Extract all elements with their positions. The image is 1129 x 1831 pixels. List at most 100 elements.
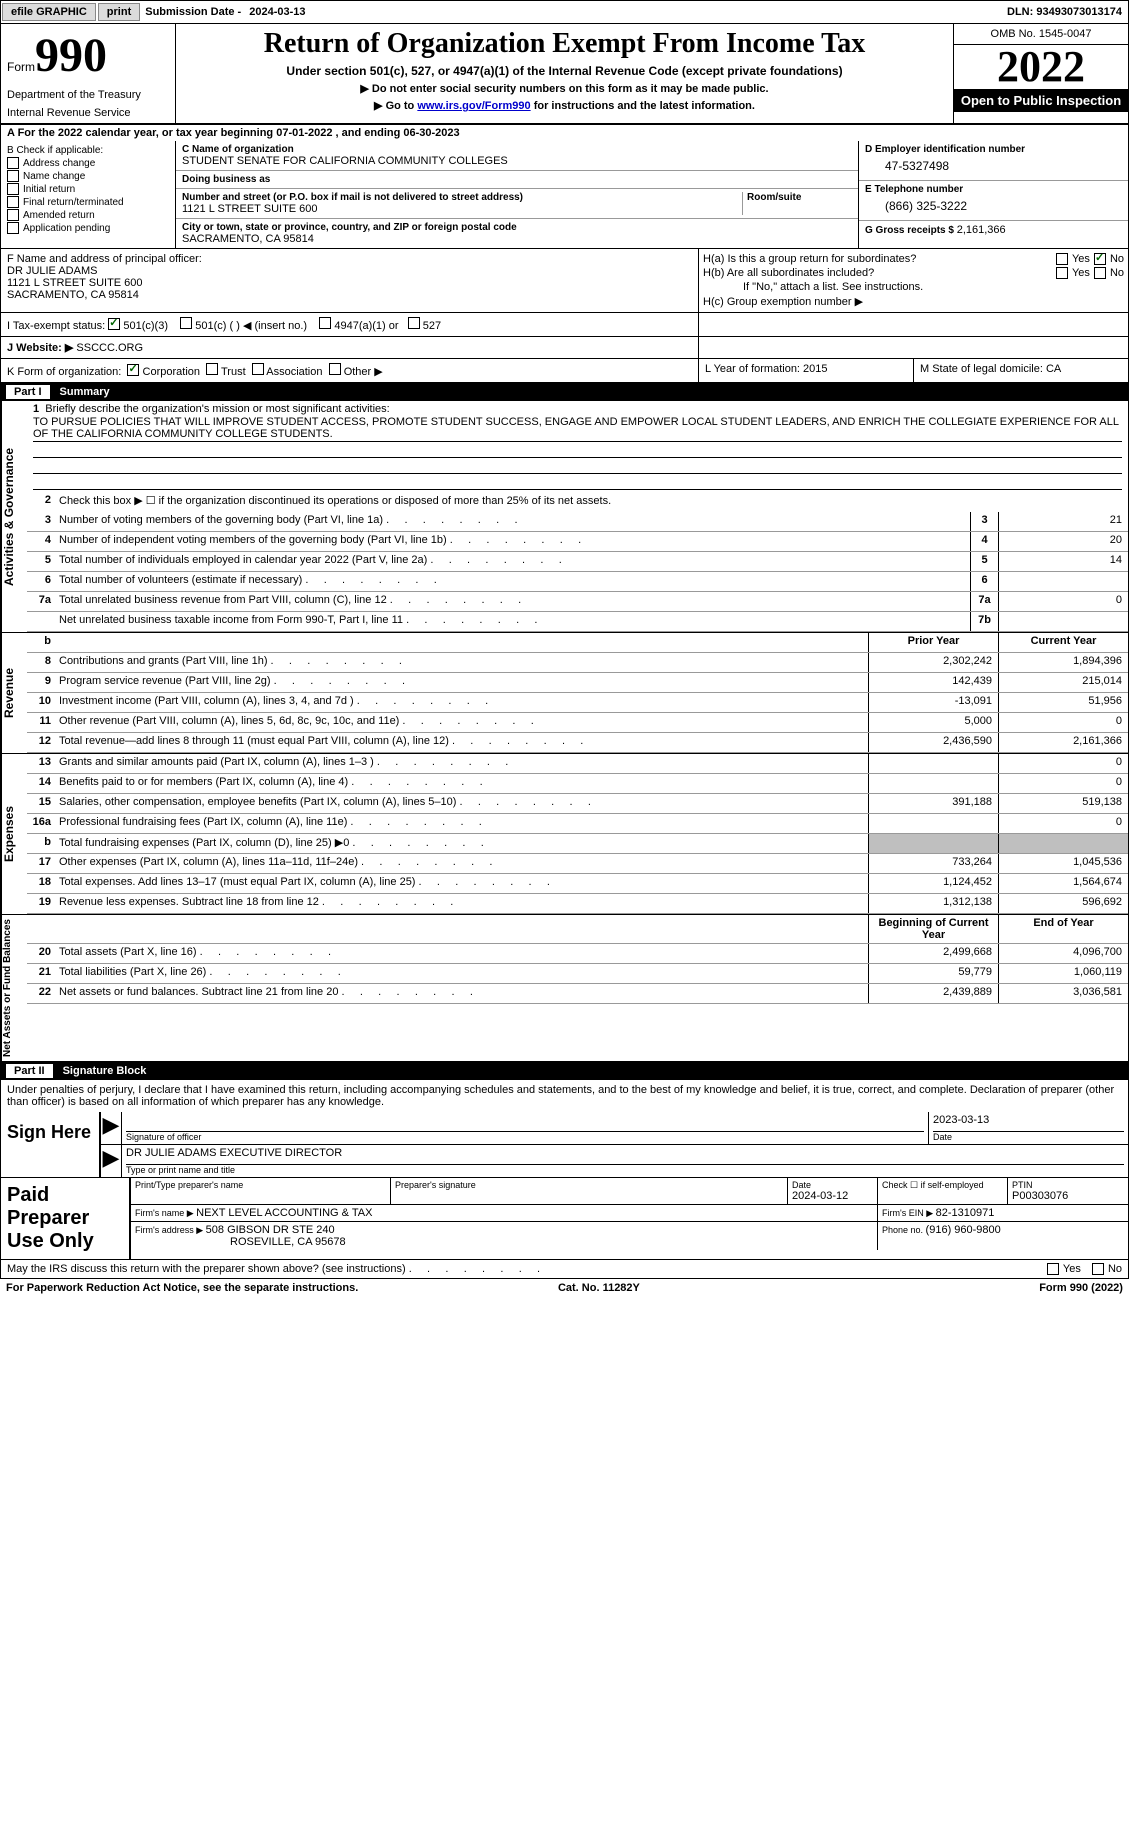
officer-name-typed: DR JULIE ADAMS EXECUTIVE DIRECTOR [126, 1147, 1124, 1165]
hb-no[interactable] [1094, 267, 1106, 279]
line-desc: Other revenue (Part VIII, column (A), li… [55, 713, 868, 732]
instruct-link: ▶ Go to www.irs.gov/Form990 for instruct… [182, 99, 947, 112]
current-year-value: 1,060,119 [998, 964, 1128, 983]
check-final-return[interactable] [7, 196, 19, 208]
prior-year-value: 59,779 [868, 964, 998, 983]
discuss-yes[interactable] [1047, 1263, 1059, 1275]
line-box: 6 [970, 572, 998, 591]
row-a-tax-year: A For the 2022 calendar year, or tax yea… [0, 125, 1129, 141]
sidelabel-expenses: Expenses [1, 754, 27, 914]
sig-officer-label: Signature of officer [126, 1132, 924, 1142]
sign-here-label: Sign Here [1, 1112, 101, 1177]
current-year-value: 0 [998, 713, 1128, 732]
prior-year-header: Prior Year [868, 633, 998, 652]
line-desc: Net assets or fund balances. Subtract li… [55, 984, 868, 1003]
topbar: efile GRAPHIC print Submission Date - 20… [0, 0, 1129, 24]
line-desc: Total fundraising expenses (Part IX, col… [55, 834, 868, 853]
form-word: Form [7, 60, 35, 74]
current-year-value: 1,564,674 [998, 874, 1128, 893]
prior-year-value [868, 774, 998, 793]
efile-graphic-button[interactable]: efile GRAPHIC [2, 3, 96, 21]
firm-addr2: ROSEVILLE, CA 95678 [135, 1236, 873, 1248]
check-501c[interactable] [180, 317, 192, 329]
line-desc: Total assets (Part X, line 16) [55, 944, 868, 963]
line-value: 14 [998, 552, 1128, 571]
discuss-text: May the IRS discuss this return with the… [7, 1263, 540, 1275]
check-association[interactable] [252, 363, 264, 375]
line-box: 7b [970, 612, 998, 631]
sig-date-label: Date [933, 1132, 1124, 1142]
form-header: Form990 Department of the Treasury Inter… [0, 24, 1129, 125]
check-501c3[interactable] [108, 318, 120, 330]
part-i-header: Part ISummary [0, 383, 1129, 401]
print-button[interactable]: print [98, 3, 140, 21]
org-name: STUDENT SENATE FOR CALIFORNIA COMMUNITY … [182, 155, 852, 167]
sidelabel-activities: Activities & Governance [1, 401, 27, 632]
officer-city: SACRAMENTO, CA 95814 [7, 289, 692, 301]
year-formation: 2015 [803, 363, 827, 375]
ha-label: H(a) Is this a group return for subordin… [703, 253, 1056, 265]
sign-here-block: Sign Here ▶ Signature of officer 2023-03… [0, 1112, 1129, 1178]
discuss-no[interactable] [1092, 1263, 1104, 1275]
b-label: B Check if applicable: [7, 145, 169, 156]
current-year-value [998, 834, 1128, 853]
type-name-label: Type or print name and title [126, 1165, 1124, 1175]
ha-yes[interactable] [1056, 253, 1068, 265]
phone-label: E Telephone number [865, 184, 1122, 195]
check-527[interactable] [408, 317, 420, 329]
prior-year-value: 733,264 [868, 854, 998, 873]
street-label: Number and street (or P.O. box if mail i… [182, 192, 742, 203]
irs-link[interactable]: www.irs.gov/Form990 [417, 100, 530, 112]
room-label: Room/suite [747, 192, 852, 203]
firm-name: NEXT LEVEL ACCOUNTING & TAX [196, 1207, 372, 1219]
dept-treasury: Department of the Treasury [7, 89, 169, 101]
current-year-value: 3,036,581 [998, 984, 1128, 1003]
check-other[interactable] [329, 363, 341, 375]
line-value: 20 [998, 532, 1128, 551]
part-ii-header: Part IISignature Block [0, 1062, 1129, 1080]
ha-no[interactable] [1094, 253, 1106, 265]
page-footer: For Paperwork Reduction Act Notice, see … [0, 1279, 1129, 1297]
firm-addr1: 508 GIBSON DR STE 240 [206, 1224, 335, 1236]
footer-left: For Paperwork Reduction Act Notice, see … [6, 1282, 358, 1294]
check-4947[interactable] [319, 317, 331, 329]
mission-text: TO PURSUE POLICIES THAT WILL IMPROVE STU… [33, 415, 1122, 442]
prior-year-value: 5,000 [868, 713, 998, 732]
line2-text: Check this box ▶ ☐ if the organization d… [55, 492, 1128, 512]
check-initial-return[interactable] [7, 183, 19, 195]
summary-net-assets: Net Assets or Fund Balances Beginning of… [0, 915, 1129, 1062]
signature-intro: Under penalties of perjury, I declare th… [0, 1080, 1129, 1112]
hb-label: H(b) Are all subordinates included? [703, 267, 1056, 279]
sig-arrow-icon: ▶ [101, 1112, 121, 1144]
check-amended-return[interactable] [7, 209, 19, 221]
check-trust[interactable] [206, 363, 218, 375]
check-name-change[interactable] [7, 170, 19, 182]
gross-value: 2,161,366 [957, 224, 1006, 236]
ein-value: 47-5327498 [865, 155, 1122, 177]
line-value: 0 [998, 592, 1128, 611]
line-desc: Total expenses. Add lines 13–17 (must eq… [55, 874, 868, 893]
j-label: J Website: ▶ [7, 342, 73, 354]
firm-phone: (916) 960-9800 [926, 1224, 1001, 1236]
line-desc: Number of independent voting members of … [55, 532, 970, 551]
self-employed-check[interactable]: Check ☐ if self-employed [882, 1180, 1003, 1191]
prior-year-value: 142,439 [868, 673, 998, 692]
current-year-value: 215,014 [998, 673, 1128, 692]
check-address-change[interactable] [7, 157, 19, 169]
line-desc: Total liabilities (Part X, line 26) [55, 964, 868, 983]
website-value: SSCCC.ORG [76, 342, 143, 354]
line-desc: Salaries, other compensation, employee b… [55, 794, 868, 813]
instruct-ssn: ▶ Do not enter social security numbers o… [182, 82, 947, 95]
check-application-pending[interactable] [7, 222, 19, 234]
paid-preparer-label: Paid Preparer Use Only [1, 1178, 131, 1259]
current-year-value: 1,045,536 [998, 854, 1128, 873]
hb-yes[interactable] [1056, 267, 1068, 279]
row-i: I Tax-exempt status: 501(c)(3) 501(c) ( … [0, 313, 1129, 337]
open-to-public: Open to Public Inspection [954, 89, 1128, 112]
block-fh: F Name and address of principal officer:… [0, 249, 1129, 313]
check-corporation[interactable] [127, 364, 139, 376]
summary-expenses: Expenses 13Grants and similar amounts pa… [0, 754, 1129, 915]
line-desc: Total revenue—add lines 8 through 11 (mu… [55, 733, 868, 752]
boy-header: Beginning of Current Year [868, 915, 998, 943]
prior-year-value: 2,436,590 [868, 733, 998, 752]
